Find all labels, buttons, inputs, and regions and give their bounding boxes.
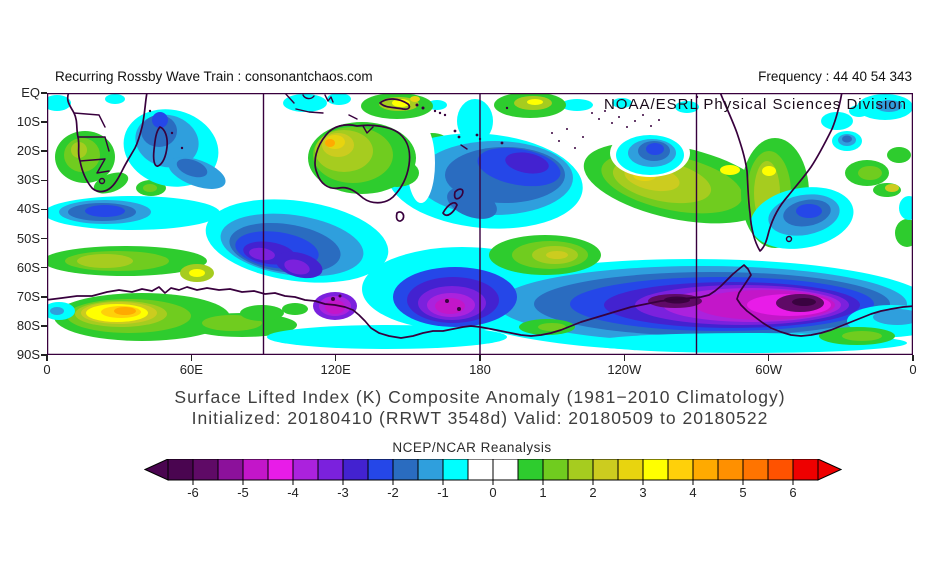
y-axis-label: 70S — [16, 288, 40, 304]
colorbar-arrow-right-icon — [817, 459, 842, 481]
colorbar-tick-label: 5 — [739, 485, 746, 500]
colorbar-cell — [742, 459, 769, 481]
y-axis-label: 40S — [16, 201, 40, 217]
x-axis-label: 180 — [469, 362, 491, 377]
header-right-text: Frequency : 44 40 54 343 — [758, 69, 912, 84]
colorbar-cell — [567, 459, 594, 481]
y-axis-label: 20S — [16, 143, 40, 159]
chart-subtitle: Initialized: 20180410 (RRWT 3548d) Valid… — [191, 408, 769, 428]
y-axis-tick — [41, 208, 47, 211]
colorbar-tick-label: 2 — [589, 485, 596, 500]
colorbar-cell — [317, 459, 344, 481]
colorbar-cell — [267, 459, 294, 481]
colorbar-cell — [417, 459, 444, 481]
colorbar-tick-label: 4 — [689, 485, 696, 500]
y-axis-tick — [41, 296, 47, 298]
y-axis-label: 10S — [16, 114, 40, 130]
x-axis-tick — [767, 355, 770, 361]
y-axis-label: 90S — [16, 346, 40, 362]
y-axis-label: 50S — [16, 230, 40, 246]
y-axis-tick — [41, 325, 47, 327]
y-axis-label: EQ — [21, 85, 40, 100]
colorbar-tick-label: -2 — [387, 485, 399, 500]
colorbar-cell — [717, 459, 744, 481]
colorbar-cell — [217, 459, 244, 481]
map-graphic — [47, 93, 913, 355]
colorbar-arrow-left-icon — [144, 459, 169, 481]
colorbar-cell — [792, 459, 819, 481]
x-axis-label: 60E — [179, 362, 203, 377]
colorbar-tick-label: -3 — [337, 485, 349, 500]
colorbar-cell — [617, 459, 644, 481]
colorbar-cell — [467, 459, 494, 481]
colorbar-tick-label: -6 — [187, 485, 199, 500]
colorbar-cell — [292, 459, 319, 481]
anomaly-map: NOAA/ESRL Physical Sciences Division — [47, 93, 913, 355]
x-axis-label: 120W — [607, 362, 642, 377]
x-axis-tick — [46, 355, 48, 361]
colorbar: -6 -5 -4 -3 -2 -1 0 1 2 3 4 5 6 — [144, 459, 842, 500]
colorbar-cell — [392, 459, 419, 481]
x-axis-tick — [623, 355, 626, 361]
header-left-text: Recurring Rossby Wave Train : consonantc… — [55, 69, 373, 84]
colorbar-cell — [492, 459, 519, 481]
colorbar-tick-label: 1 — [539, 485, 546, 500]
y-axis-tick — [41, 92, 47, 94]
y-axis-tick — [41, 266, 47, 269]
x-axis-tick — [334, 355, 337, 361]
colorbar-tick-label: -4 — [287, 485, 299, 500]
colorbar-tick-label: 0 — [489, 485, 496, 500]
colorbar-cell — [642, 459, 669, 481]
x-axis-tick — [479, 355, 481, 361]
colorbar-cell — [542, 459, 569, 481]
x-axis-tick — [190, 355, 193, 361]
y-axis-label: 30S — [16, 172, 40, 188]
y-axis-tick — [41, 237, 47, 240]
colorbar-cell — [242, 459, 269, 481]
colorbar-cell — [667, 459, 694, 481]
colorbar-cell — [767, 459, 794, 481]
x-axis-tick — [912, 355, 914, 361]
x-axis-label: 0 — [909, 362, 917, 377]
x-axis-label: 120E — [320, 362, 351, 377]
colorbar-tick-label: -1 — [437, 485, 449, 500]
map-watermark: NOAA/ESRL Physical Sciences Division — [603, 96, 907, 113]
x-axis-label: 60W — [755, 362, 783, 377]
y-axis-tick — [41, 150, 47, 152]
x-axis-label: 0 — [43, 362, 51, 377]
colorbar-tick-label: 6 — [789, 485, 796, 500]
y-axis-tick — [41, 354, 47, 356]
colorbar-tick-label: -5 — [237, 485, 249, 500]
y-axis-tick — [41, 121, 47, 123]
colorbar-cell — [342, 459, 369, 481]
meridian-lines — [262, 93, 698, 355]
coastlines — [47, 93, 913, 339]
y-axis-tick — [41, 179, 47, 182]
y-axis-label: 60S — [16, 259, 40, 275]
colorbar-cell — [592, 459, 619, 481]
anomaly-field — [47, 93, 913, 353]
colorbar-cell — [442, 459, 469, 481]
colorbar-tick-label: 3 — [639, 485, 646, 500]
colorbar-cell — [692, 459, 719, 481]
colorbar-label: NCEP/NCAR Reanalysis — [392, 440, 552, 455]
y-axis-label: 80S — [16, 317, 40, 333]
colorbar-cell — [167, 459, 194, 481]
colorbar-cell — [517, 459, 544, 481]
colorbar-cell — [367, 459, 394, 481]
colorbar-cell — [192, 459, 219, 481]
chart-title: Surface Lifted Index (K) Composite Anoma… — [174, 387, 786, 407]
